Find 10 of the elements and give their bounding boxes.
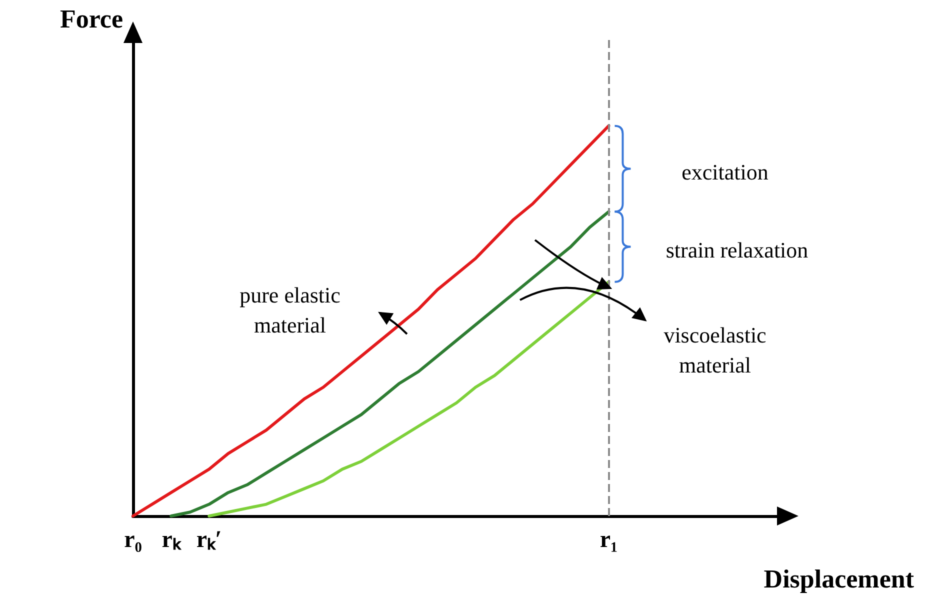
annotation: excitation xyxy=(682,160,768,184)
annotation: strain relaxation xyxy=(666,238,808,262)
x-tick-label: r₀ xyxy=(124,527,142,553)
x-tick-label: r₁ xyxy=(600,527,618,553)
annotation: viscoelastic material xyxy=(664,322,767,378)
y-axis-title: Force xyxy=(60,4,123,34)
x-tick-label: rₖ′ xyxy=(196,527,222,553)
x-axis-title: Displacement xyxy=(764,564,914,594)
x-tick-label: rₖ xyxy=(162,527,182,553)
annotation: pure elastic material xyxy=(240,282,341,338)
